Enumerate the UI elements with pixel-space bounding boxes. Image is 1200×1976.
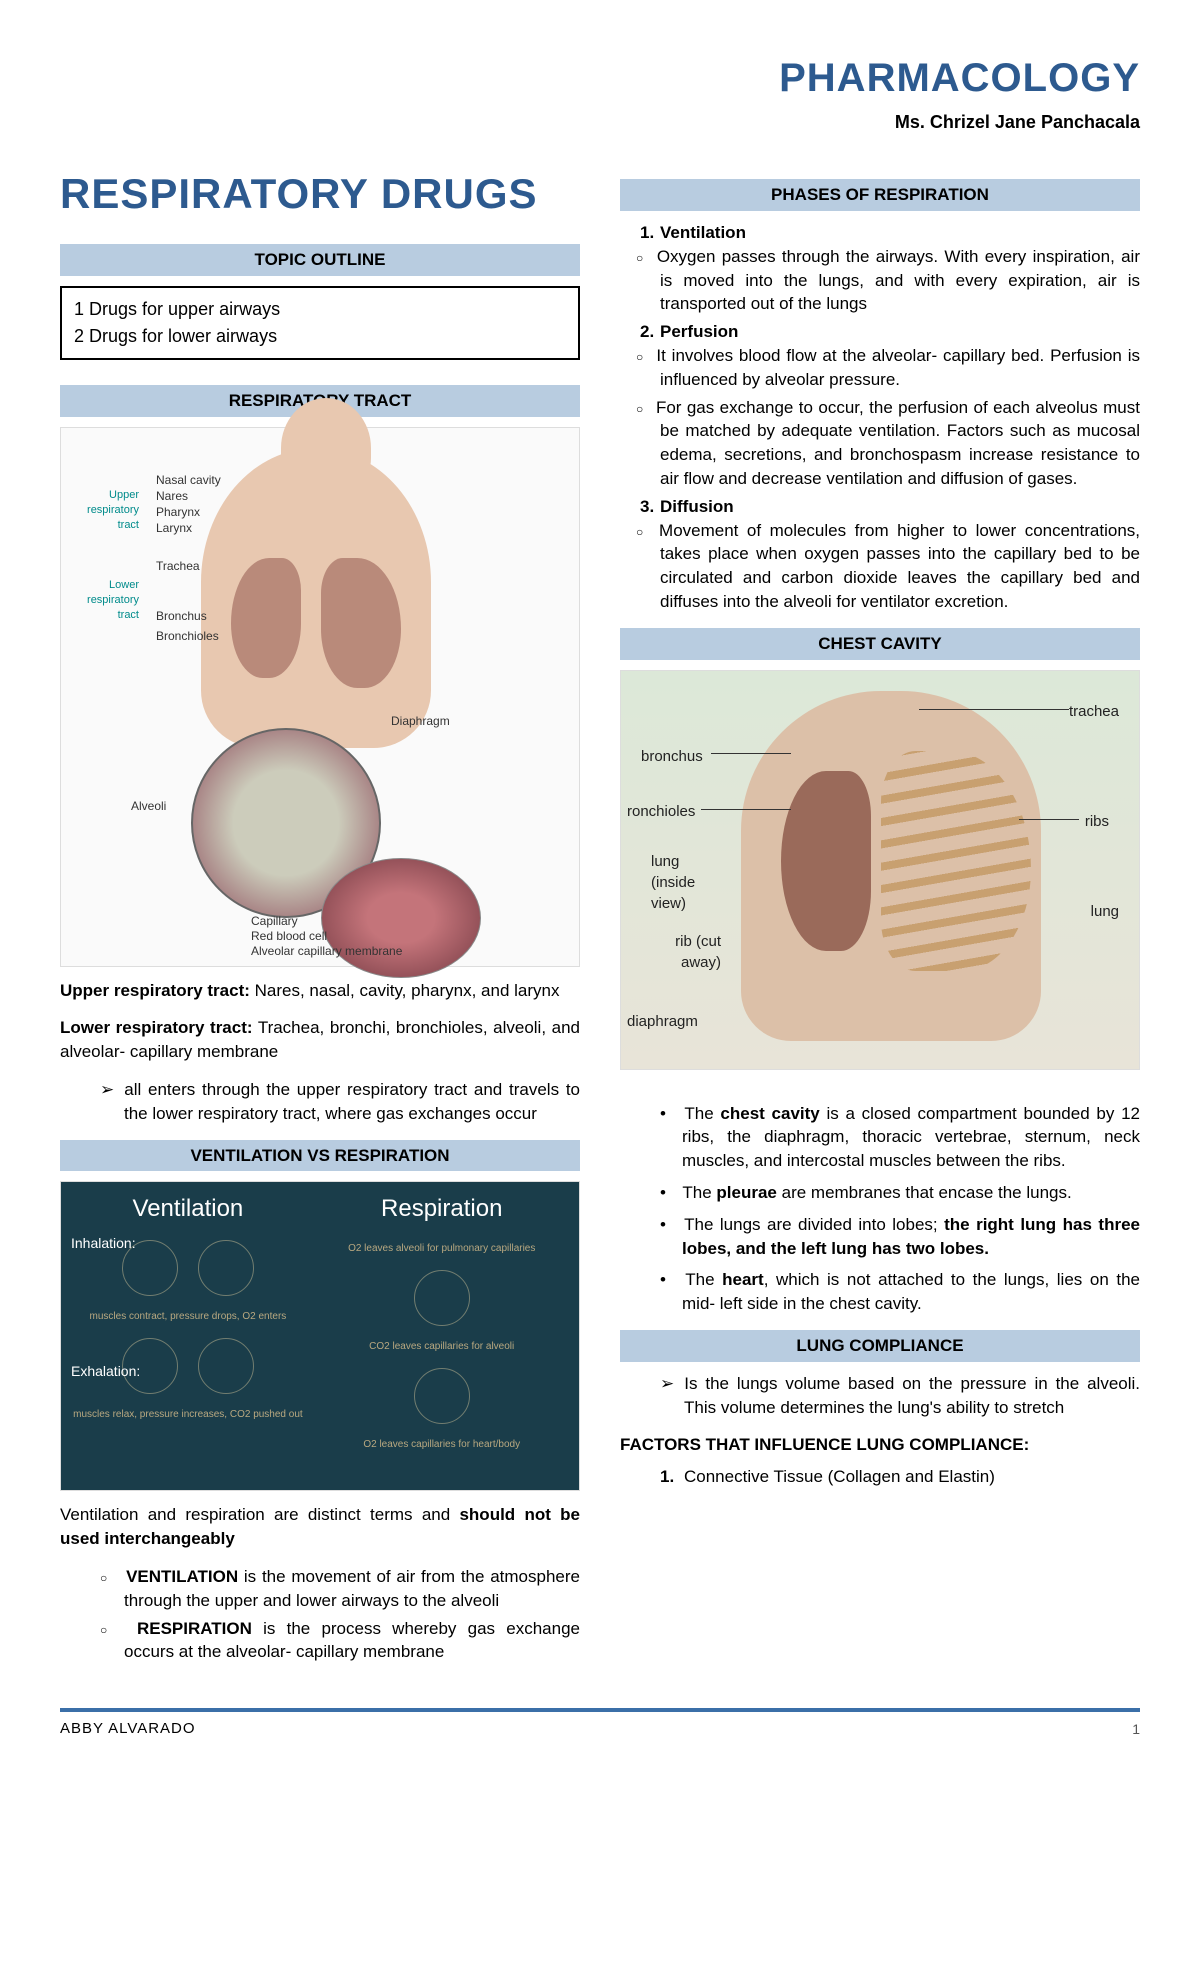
label-nares: Nares <box>156 488 188 505</box>
label-lung: lung <box>1091 901 1119 922</box>
vent-sub2: muscles relax, pressure increases, CO2 p… <box>61 1408 315 1422</box>
phase-1-title: 1.Ventilation <box>640 221 1140 245</box>
tract-bullet-list: all enters through the upper respiratory… <box>60 1078 580 1126</box>
label-diaphragm: diaphragm <box>627 1011 698 1032</box>
section-vent-resp: VENTILATION VS RESPIRATION <box>60 1140 580 1172</box>
section-chest-cavity: CHEST CAVITY <box>620 628 1140 660</box>
outline-item-1: 1 Drugs for upper airways <box>74 296 566 323</box>
label-pharynx: Pharynx <box>156 504 200 521</box>
resp-title: Respiration <box>315 1192 569 1226</box>
upper-tract-label: Upper respiratory tract: <box>60 981 250 1000</box>
chest-cavity-diagram: trachea bronchus ronchioles lung (inside… <box>620 670 1140 1070</box>
label-bronchus: bronchus <box>641 746 703 767</box>
left-column: RESPIRATORY DRUGS TOPIC OUTLINE 1 Drugs … <box>60 165 580 1668</box>
section-lung-compliance: LUNG COMPLIANCE <box>620 1330 1140 1362</box>
lung-icon <box>198 1240 254 1296</box>
label-trachea: Trachea <box>156 558 200 575</box>
resp-def: RESPIRATION is the process whereby gas e… <box>100 1617 580 1665</box>
phase-1-body: Oxygen passes through the airways. With … <box>640 245 1140 316</box>
label-ribs: ribs <box>1085 811 1109 832</box>
page-header: PHARMACOLOGY Ms. Chrizel Jane Panchacala <box>60 50 1140 135</box>
footer-page-number: 1 <box>1132 1720 1140 1740</box>
vent-sub4: CO2 leaves capillaries for alveoli <box>315 1340 569 1354</box>
label-lung-inside: lung (inside view) <box>651 851 711 914</box>
outline-box: 1 Drugs for upper airways 2 Drugs for lo… <box>60 286 580 360</box>
chest-bullet-2: The pleurae are membranes that encase th… <box>660 1181 1140 1205</box>
course-title: PHARMACOLOGY <box>60 50 1140 106</box>
outline-item-2: 2 Drugs for lower airways <box>74 323 566 350</box>
label-trachea: trachea <box>1069 701 1119 722</box>
label-rib-cut: rib (cut away) <box>651 931 721 973</box>
lung-icon <box>414 1270 470 1326</box>
label-diaphragm: Diaphragm <box>391 713 450 730</box>
right-column: PHASES OF RESPIRATION 1.Ventilation Oxyg… <box>620 165 1140 1668</box>
lung-icon <box>414 1368 470 1424</box>
vent-left-panel: Ventilation muscles contract, pressure d… <box>61 1182 315 1428</box>
factors-list: 1.Connective Tissue (Collagen and Elasti… <box>620 1465 1140 1489</box>
chest-bullet-3: The lungs are divided into lobes; the ri… <box>660 1213 1140 1261</box>
chest-bullets: The chest cavity is a closed compartment… <box>620 1102 1140 1316</box>
factor-1: 1.Connective Tissue (Collagen and Elasti… <box>660 1465 1140 1489</box>
section-topic-outline: TOPIC OUTLINE <box>60 244 580 276</box>
respiratory-tract-diagram: Upper respiratory tract Lower respirator… <box>60 427 580 967</box>
vent-sub5: O2 leaves capillaries for heart/body <box>315 1438 569 1452</box>
vent-title: Ventilation <box>61 1192 315 1226</box>
main-title: RESPIRATORY DRUGS <box>60 165 580 224</box>
vent-def-list: VENTILATION is the movement of air from … <box>60 1565 580 1664</box>
upper-tract-text: Upper respiratory tract: Nares, nasal, c… <box>60 979 580 1003</box>
lower-tract-text: Lower respiratory tract: Trachea, bronch… <box>60 1016 580 1064</box>
phase-2-title: 2.Perfusion <box>640 320 1140 344</box>
label-bronchioles: ronchioles <box>627 801 695 822</box>
label-alv-cap-membrane: Alveolar capillary membrane <box>251 943 402 960</box>
label-upper-tract: Upper respiratory tract <box>69 488 139 534</box>
content-columns: RESPIRATORY DRUGS TOPIC OUTLINE 1 Drugs … <box>60 165 1140 1668</box>
page-footer: ABBY ALVARADO 1 <box>60 1708 1140 1739</box>
vent-sub3: O2 leaves alveoli for pulmonary capillar… <box>315 1242 569 1256</box>
section-phases: PHASES OF RESPIRATION <box>620 179 1140 211</box>
compliance-list: Is the lungs volume based on the pressur… <box>620 1372 1140 1420</box>
vent-def: VENTILATION is the movement of air from … <box>100 1565 580 1613</box>
label-bronchioles: Bronchioles <box>156 628 219 645</box>
lung-icon <box>198 1338 254 1394</box>
lower-tract-label: Lower respiratory tract: <box>60 1018 253 1037</box>
label-lower-tract: Lower respiratory tract <box>69 578 139 624</box>
phase-2-body-a: It involves blood flow at the alveolar- … <box>640 344 1140 392</box>
compliance-bullet: Is the lungs volume based on the pressur… <box>660 1372 1140 1420</box>
chest-bullet-1: The chest cavity is a closed compartment… <box>660 1102 1140 1173</box>
vent-intro: Ventilation and respiration are distinct… <box>60 1503 580 1551</box>
label-larynx: Larynx <box>156 520 192 537</box>
phase-3-body: Movement of molecules from higher to low… <box>640 519 1140 614</box>
label-alveoli: Alveoli <box>131 798 166 815</box>
chest-bullet-4: The heart, which is not attached to the … <box>660 1268 1140 1316</box>
label-bronchus: Bronchus <box>156 608 207 625</box>
label-exhalation: Exhalation: <box>71 1362 140 1382</box>
footer-author: ABBY ALVARADO <box>60 1718 196 1739</box>
tract-bullet: all enters through the upper respiratory… <box>100 1078 580 1126</box>
factors-head: FACTORS THAT INFLUENCE LUNG COMPLIANCE: <box>620 1433 1140 1457</box>
vent-right-panel: Respiration O2 leaves alveoli for pulmon… <box>315 1182 569 1458</box>
phase-3-title: 3.Diffusion <box>640 495 1140 519</box>
instructor-name: Ms. Chrizel Jane Panchacala <box>60 110 1140 135</box>
phase-2-body-b: For gas exchange to occur, the perfusion… <box>640 396 1140 491</box>
ventilation-diagram: Inhalation: Exhalation: Ventilation musc… <box>60 1181 580 1491</box>
phases-list: 1.Ventilation Oxygen passes through the … <box>620 221 1140 614</box>
vent-sub1: muscles contract, pressure drops, O2 ent… <box>61 1310 315 1324</box>
label-nasal-cavity: Nasal cavity <box>156 472 221 489</box>
label-inhalation: Inhalation: <box>71 1234 136 1254</box>
